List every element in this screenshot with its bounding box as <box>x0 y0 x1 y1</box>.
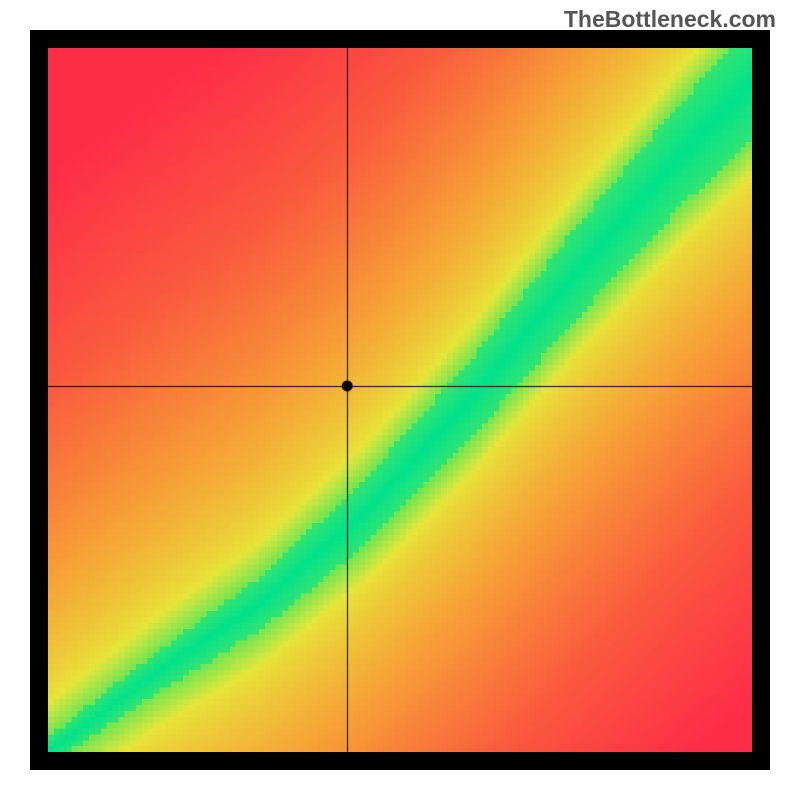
crosshair-overlay <box>30 30 770 770</box>
figure-container: TheBottleneck.com <box>0 0 800 800</box>
plot-frame <box>30 30 770 770</box>
watermark-label: TheBottleneck.com <box>564 6 776 33</box>
